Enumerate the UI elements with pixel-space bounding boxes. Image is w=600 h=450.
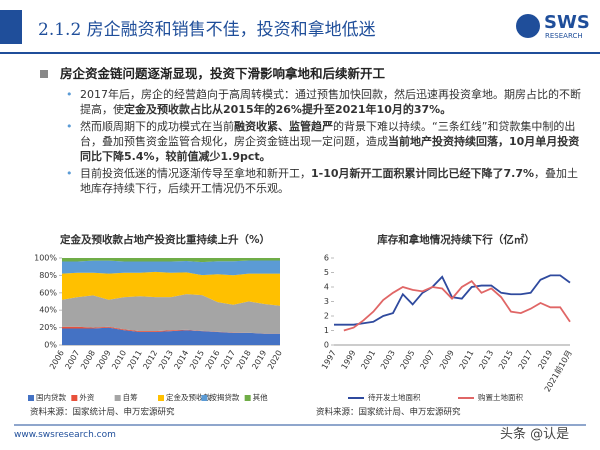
y-tick-label: 20% xyxy=(39,323,57,332)
x-tick-label: 2015 xyxy=(188,349,206,371)
y-tick-label: 2 xyxy=(324,312,329,321)
legend-swatch xyxy=(158,395,164,401)
legend-label: 其他 xyxy=(253,392,268,402)
y-tick-label: 0% xyxy=(44,341,57,350)
bullet-text: ，叠加土地库存持续下行，后续开工情况仍不乐观。 xyxy=(80,167,579,195)
chart-source: 资料来源：国家统计局、申万宏源研究 xyxy=(30,407,175,418)
x-tick-label: 2001 xyxy=(359,349,377,371)
footer-url: www.swsresearch.com xyxy=(14,430,116,440)
area xyxy=(62,260,280,276)
x-tick-label: 2019 xyxy=(250,349,268,371)
logo-name: SWS xyxy=(544,12,590,33)
x-tick-label: 2019 xyxy=(536,349,554,371)
y-tick-label: 60% xyxy=(39,288,57,297)
x-tick-label: 2005 xyxy=(399,349,417,371)
y-tick-label: 4 xyxy=(324,283,329,292)
x-tick-label: 2017 xyxy=(219,349,237,371)
x-tick-label: 2015 xyxy=(497,349,515,371)
bullet-text: 1-10月新开工面积累计同比已经下降了7.7% xyxy=(311,167,535,180)
bullet-text: 目前投资低迷的情况逐渐传导至拿地和新开工， xyxy=(80,167,311,180)
chart-source: 资料来源：国家统计局、申万宏源研究 xyxy=(316,407,461,418)
x-tick-label: 2018 xyxy=(235,349,253,371)
area xyxy=(62,258,280,263)
x-tick-label: 2003 xyxy=(379,349,397,371)
x-tick-label: 2009 xyxy=(438,349,456,371)
x-tick-label: 2009 xyxy=(95,349,113,371)
legend-label: 自筹 xyxy=(123,392,138,402)
x-tick-label: 2013 xyxy=(477,349,495,371)
section: 房企资金链问题逐渐显现，投资下滑影响拿地和后续新开工 2017年后，房企的经营趋向… xyxy=(40,66,588,198)
area xyxy=(62,271,280,306)
legend-label: 定金及预收款 xyxy=(166,392,211,402)
logo-icon xyxy=(516,14,540,38)
bullet-text: 融资收紧、监管趋严 xyxy=(234,120,333,133)
x-tick-label: 2008 xyxy=(79,349,97,371)
bullet-text: 定金及预收款占比从2015年的26%提升至2021年10月的37%。 xyxy=(124,103,452,116)
legend-label: 按揭贷款 xyxy=(209,392,239,402)
y-tick-label: 1 xyxy=(324,326,329,335)
legend-swatch xyxy=(71,395,78,401)
line xyxy=(334,274,571,326)
bullet-text: 然而顺周期下的成功模式在当前 xyxy=(80,120,234,133)
x-tick-label: 2006 xyxy=(48,349,66,371)
y-tick-label: 100% xyxy=(34,254,57,263)
y-tick-label: 6 xyxy=(324,254,329,263)
legend-label: 待开发土地面积 xyxy=(368,392,421,402)
x-tick-label: 2011 xyxy=(458,349,476,371)
x-tick-label: 2014 xyxy=(172,349,190,371)
y-tick-label: 0 xyxy=(324,341,329,350)
legend-label: 国内贷款 xyxy=(36,392,66,402)
x-tick-label: 2007 xyxy=(63,349,81,371)
bullet: 2017年后，房企的经营趋向于高周转模式：通过预售加快回款，然后迅速再投资拿地。… xyxy=(66,87,588,117)
y-tick-label: 40% xyxy=(39,306,57,315)
legend-swatch xyxy=(244,395,251,401)
legend-swatch xyxy=(28,395,34,401)
bullet-text: 的背景下难以持续。“三条红线”和贷款集中制的出台，叠加预售资金监管合规化，房企资… xyxy=(80,120,576,148)
legend-swatch xyxy=(114,395,121,401)
bullet-text: 当前地产投资持续回落，10月单月投资同比下降5.4%，较前值减少1.9pct。 xyxy=(80,135,580,163)
section-heading: 房企资金链问题逐渐显现，投资下滑影响拿地和后续新开工 xyxy=(40,66,588,81)
x-tick-label: 2013 xyxy=(157,349,175,371)
area xyxy=(62,294,280,334)
bullet: 目前投资低迷的情况逐渐传导至拿地和新开工，1-10月新开工面积累计同比已经下降了… xyxy=(66,166,588,196)
area xyxy=(62,327,280,345)
slide-title: 2.1.2 房企融资和销售不佳，投资和拿地低迷 xyxy=(38,20,376,40)
x-tick-label: 2011 xyxy=(126,349,144,371)
header-bar xyxy=(0,10,22,44)
watermark: 头条 @认是 xyxy=(500,427,570,442)
bullet-list: 2017年后，房企的经营趋向于高周转模式：通过预售加快回款，然后迅速再投资拿地。… xyxy=(40,87,588,196)
legend-label: 外资 xyxy=(79,392,94,402)
header: 2.1.2 房企融资和销售不佳，投资和拿地低迷 xyxy=(0,0,600,54)
bullet: 然而顺周期下的成功模式在当前融资收紧、监管趋严的背景下难以持续。“三条红线”和贷… xyxy=(66,119,588,164)
x-tick-label: 2016 xyxy=(204,349,222,371)
x-tick-label: 2017 xyxy=(517,349,535,371)
x-tick-label: 2020 xyxy=(266,349,284,371)
chart-title: 定金及预收款占地产投资比重持续上升（%） xyxy=(59,233,270,246)
line xyxy=(343,280,571,332)
legend-swatch xyxy=(201,395,208,401)
x-tick-label: 1997 xyxy=(320,349,338,371)
logo-sub: RESEARCH xyxy=(545,32,583,40)
x-tick-label: 2007 xyxy=(418,349,436,371)
y-tick-label: 3 xyxy=(324,297,329,306)
bullet-text: 2017年后，房企的经营趋向于高周转模式：通过预售加快回款，然后迅速再投资拿地。… xyxy=(80,88,581,116)
y-tick-label: 80% xyxy=(39,271,57,280)
x-tick-label: 2010 xyxy=(110,349,128,371)
y-tick-label: 5 xyxy=(324,268,329,277)
legend-label: 购置土地面积 xyxy=(478,392,523,402)
chart-title: 库存和拿地情况持续下行（亿㎡） xyxy=(377,233,535,246)
x-tick-label: 2012 xyxy=(141,349,159,371)
area xyxy=(62,326,280,334)
x-tick-label: 1999 xyxy=(340,349,358,371)
